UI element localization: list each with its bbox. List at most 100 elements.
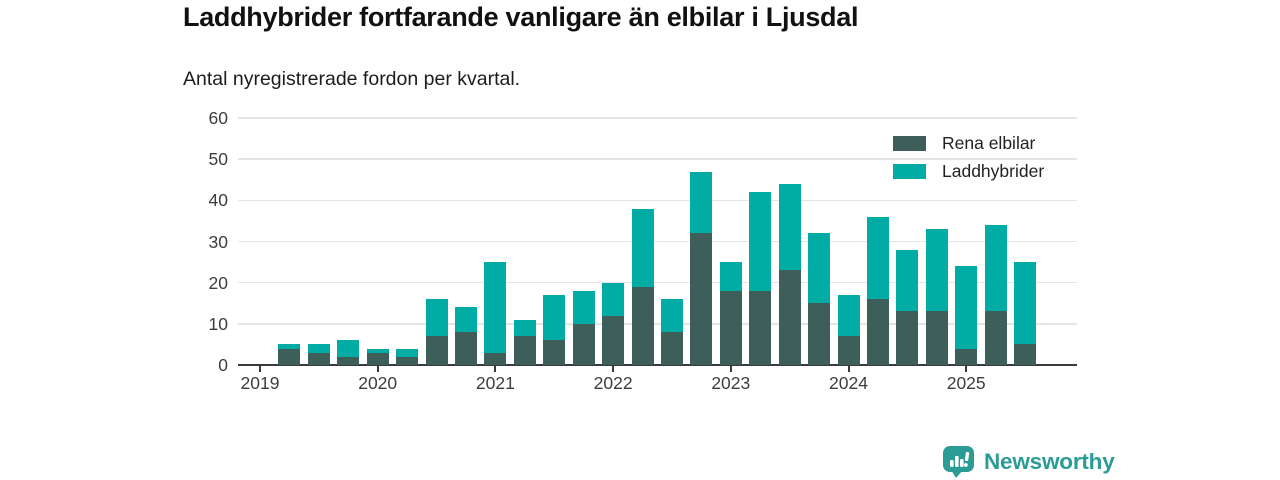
segment-rena-elbilar xyxy=(513,336,536,365)
segment-rena-elbilar xyxy=(808,303,831,365)
bar-2019-q4 xyxy=(337,118,360,365)
x-axis-label-2024: 2024 xyxy=(829,373,868,393)
segment-rena-elbilar xyxy=(307,352,330,365)
legend-label: Laddhybrider xyxy=(942,161,1045,181)
segment-laddhybrider xyxy=(337,340,360,357)
bar-2025-q2 xyxy=(984,118,1007,365)
x-axis-tick-2021 xyxy=(494,365,497,372)
segment-laddhybrider xyxy=(925,229,948,312)
segment-laddhybrider xyxy=(631,208,654,287)
segment-laddhybrider xyxy=(484,262,507,353)
gridline-10 xyxy=(238,323,1077,325)
y-axis-label: 60 xyxy=(208,108,228,128)
bar-2019-q2 xyxy=(278,118,301,365)
bar-2024-q2 xyxy=(866,118,889,365)
gridline-60 xyxy=(238,117,1077,119)
bar-2024-q4 xyxy=(925,118,948,365)
newsworthy-logo-text: Newsworthy xyxy=(984,449,1115,474)
segment-rena-elbilar xyxy=(778,270,801,365)
segment-laddhybrider xyxy=(749,192,772,291)
newsworthy-bubble-chart-icon xyxy=(943,446,974,478)
bar-2021-q2 xyxy=(513,118,536,365)
segment-rena-elbilar xyxy=(749,290,772,365)
bar-2022-q4 xyxy=(690,118,713,365)
legend-label: Rena elbilar xyxy=(942,133,1036,153)
segment-laddhybrider xyxy=(984,225,1007,312)
segment-rena-elbilar xyxy=(278,348,301,365)
segment-rena-elbilar xyxy=(543,340,566,365)
segment-rena-elbilar xyxy=(837,336,860,365)
segment-rena-elbilar xyxy=(719,290,742,365)
bar-2020-q3 xyxy=(425,118,448,365)
x-axis-tick-2025 xyxy=(965,365,968,372)
segment-laddhybrider xyxy=(866,216,889,300)
bar-2019-q3 xyxy=(307,118,330,365)
segment-rena-elbilar xyxy=(425,336,448,365)
segment-rena-elbilar xyxy=(337,356,360,365)
x-axis-tick-2022 xyxy=(612,365,615,372)
segment-laddhybrider xyxy=(660,299,683,333)
x-axis-tick-2024 xyxy=(847,365,850,372)
x-axis-label-2025: 2025 xyxy=(946,373,986,393)
x-axis-tick-2023 xyxy=(729,365,732,372)
legend-item-rena-elbilar: Rena elbilar xyxy=(893,133,1044,154)
segment-rena-elbilar xyxy=(1014,344,1037,365)
chart-title: Laddhybrider fortfarande vanligare än el… xyxy=(183,2,859,32)
bar-2025-q1 xyxy=(955,118,978,365)
x-axis-label-2019: 2019 xyxy=(240,373,280,393)
bar-2020-q1 xyxy=(366,118,389,365)
bar-2022-q3 xyxy=(660,118,683,365)
y-axis-label: 10 xyxy=(208,313,228,334)
bar-2025-q3 xyxy=(1014,118,1037,365)
legend-item-laddhybrider: Laddhybrider xyxy=(893,161,1044,182)
segment-rena-elbilar xyxy=(866,299,889,365)
segment-rena-elbilar xyxy=(690,233,713,365)
segment-rena-elbilar xyxy=(984,311,1007,365)
gridline-40 xyxy=(238,199,1077,202)
x-axis-label-2021: 2021 xyxy=(475,373,515,393)
segment-laddhybrider xyxy=(425,299,448,337)
segment-rena-elbilar xyxy=(602,315,625,365)
segment-rena-elbilar xyxy=(484,352,507,365)
segment-laddhybrider xyxy=(778,183,801,271)
bar-2023-q3 xyxy=(778,118,801,365)
y-axis-label: 40 xyxy=(208,190,228,211)
segment-rena-elbilar xyxy=(572,323,595,365)
segment-laddhybrider xyxy=(366,348,389,353)
bar-2020-q4 xyxy=(454,118,477,365)
segment-rena-elbilar xyxy=(366,352,389,365)
legend-swatch xyxy=(893,164,926,179)
segment-rena-elbilar xyxy=(660,332,683,365)
bar-2020-q2 xyxy=(396,118,419,365)
bar-2021-q3 xyxy=(543,118,566,365)
x-axis-tick-2019 xyxy=(259,365,261,372)
bar-2022-q1 xyxy=(602,118,625,365)
segment-laddhybrider xyxy=(955,266,978,349)
x-axis-label-2022: 2022 xyxy=(593,373,633,393)
legend-swatch xyxy=(893,136,926,151)
bar-2021-q4 xyxy=(572,118,595,365)
x-axis-tick-2020 xyxy=(376,365,379,372)
bar-2023-q2 xyxy=(749,118,772,365)
gridline-20 xyxy=(238,281,1077,284)
segment-rena-elbilar xyxy=(955,348,978,365)
segment-rena-elbilar xyxy=(631,286,654,365)
y-axis-label: 0 xyxy=(218,355,228,375)
bar-2021-q1 xyxy=(484,118,507,365)
x-axis-label-2020: 2020 xyxy=(358,373,398,393)
segment-laddhybrider xyxy=(307,344,330,353)
segment-rena-elbilar xyxy=(454,332,477,365)
segment-laddhybrider xyxy=(278,344,301,349)
segment-laddhybrider xyxy=(719,262,742,291)
segment-laddhybrider xyxy=(543,295,566,341)
segment-laddhybrider xyxy=(396,348,419,357)
segment-laddhybrider xyxy=(1014,262,1037,345)
newsworthy-logo[interactable]: Newsworthy xyxy=(942,445,1115,479)
legend: Rena elbilar Laddhybrider xyxy=(893,133,1044,182)
segment-laddhybrider xyxy=(690,171,713,234)
y-axis-label: 30 xyxy=(208,231,228,252)
x-axis-label-2023: 2023 xyxy=(711,373,751,393)
chart-subtitle: Antal nyregistrerade fordon per kvartal. xyxy=(183,68,521,90)
segment-rena-elbilar xyxy=(925,311,948,365)
